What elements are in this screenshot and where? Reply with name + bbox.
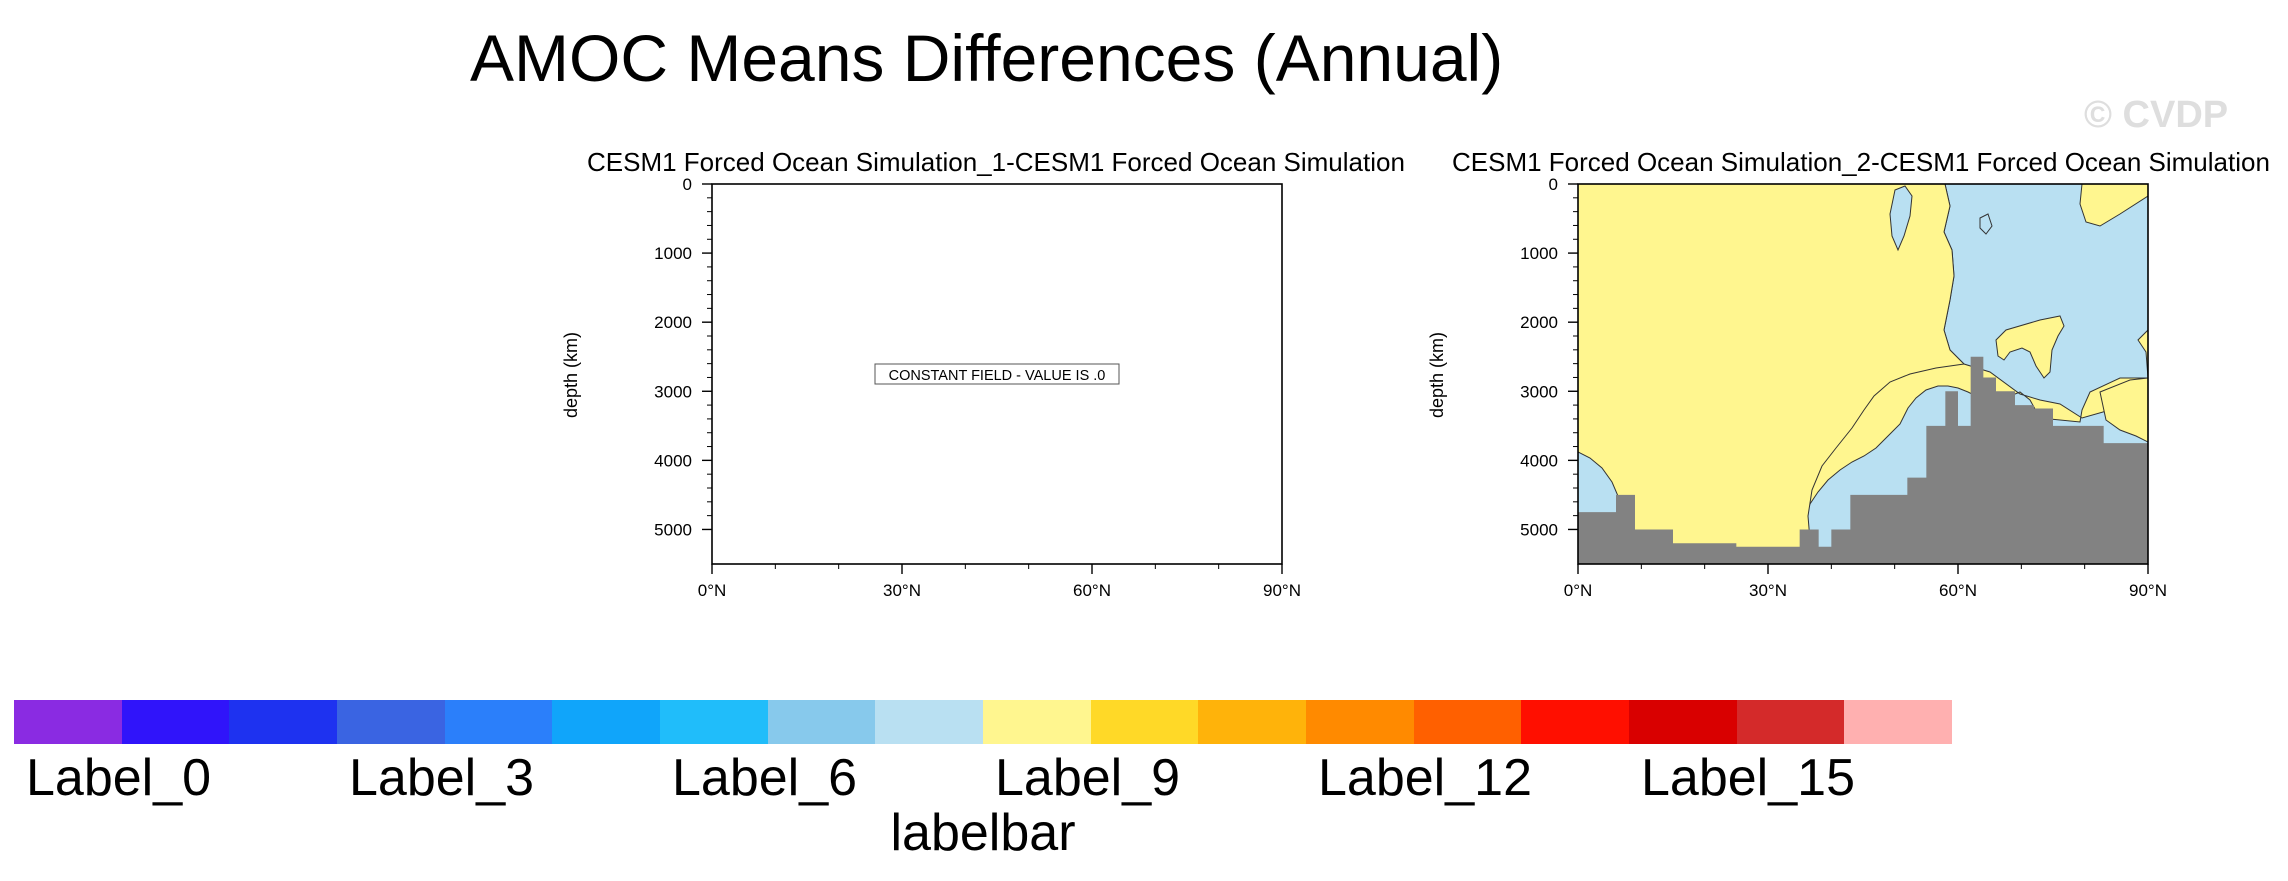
right-panel-title: CESM1 Forced Ocean Simulation_2-CESM1 Fo… <box>1452 147 2270 177</box>
colorbar-box <box>1736 700 1845 744</box>
colorbar-box <box>660 700 768 744</box>
colorbar-box <box>14 700 122 744</box>
colorbar-box <box>229 700 338 744</box>
colorbar-box <box>1521 700 1630 744</box>
left-ytick-label: 2000 <box>654 313 692 332</box>
colorbar-box <box>444 700 553 744</box>
colorbar-box <box>121 700 230 744</box>
colorbar-title: labelbar <box>890 804 1076 862</box>
left-plot-frame <box>711 183 1283 565</box>
colorbar <box>14 700 1953 744</box>
left-ytick-label: 4000 <box>654 451 692 470</box>
left-ytick-label: 0 <box>683 175 692 194</box>
colorbar-box <box>1413 700 1522 744</box>
colorbar-box <box>1198 700 1307 744</box>
left-panel-title: CESM1 Forced Ocean Simulation_1-CESM1 Fo… <box>587 147 1405 177</box>
left-xtick-label: 30°N <box>883 581 921 600</box>
left-ytick-label: 3000 <box>654 382 692 401</box>
left-ytick-label: 1000 <box>654 244 692 263</box>
colorbar-tick-label: Label_12 <box>1318 749 1532 807</box>
colorbar-labels: Label_0 Label_3 Label_6 Label_9 Label_12 Labe… <box>14 744 1952 807</box>
main-title: AMOC Means Differences (Annual) <box>470 21 1504 95</box>
left-xtick-label: 60°N <box>1073 581 1111 600</box>
colorbar-box <box>983 700 1091 744</box>
colorbar-box <box>1629 700 1737 744</box>
colorbar-box <box>1090 700 1199 744</box>
constant-field-annotation: CONSTANT FIELD - VALUE IS .0 <box>889 368 1106 384</box>
colorbar-tick-label: Label_3 <box>349 749 535 807</box>
colorbar-box <box>1306 700 1414 744</box>
colorbar-box <box>767 700 876 744</box>
colorbar-box <box>1844 700 1953 744</box>
colorbar-box <box>875 700 984 744</box>
constant-field-box <box>874 363 1120 385</box>
left-xtick-label: 90°N <box>1263 581 1301 600</box>
colorbar-tick-label: Label_6 <box>672 749 858 807</box>
watermark: © CVDP <box>2084 94 2229 136</box>
colorbar-tick-label: Label_15 <box>1641 749 1855 807</box>
left-ytick-label: 5000 <box>654 520 692 539</box>
colorbar-box <box>552 700 661 744</box>
left-xtick-label: 0°N <box>698 581 727 600</box>
colorbar-tick-label: Label_9 <box>995 749 1181 807</box>
colorbar-box <box>337 700 445 744</box>
colorbar-tick-label: Label_0 <box>26 749 212 807</box>
